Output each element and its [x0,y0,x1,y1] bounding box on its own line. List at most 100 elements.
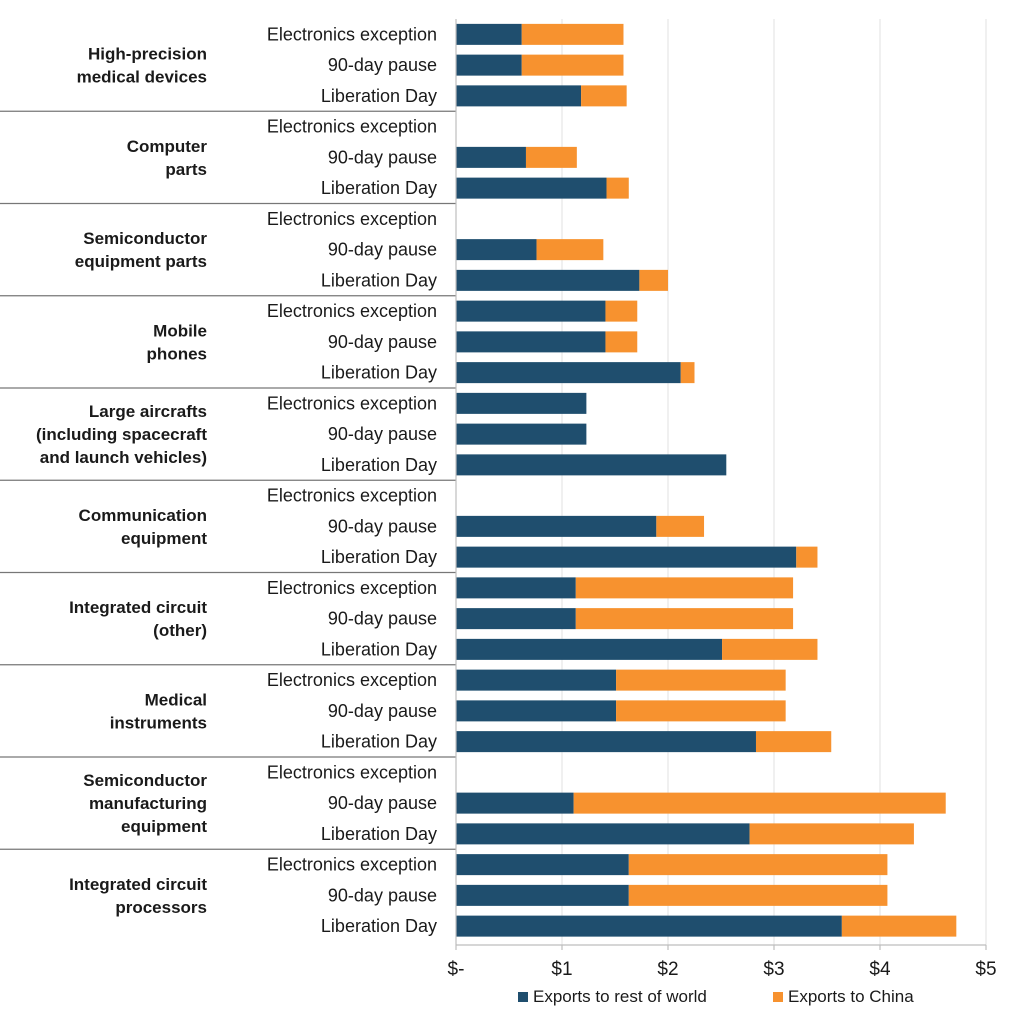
bar-china [521,54,624,76]
bar-rest-of-world [456,177,607,199]
bar-china [616,700,786,722]
row-label: Liberation Day [321,455,437,475]
bar-rest-of-world [456,515,657,537]
row-label: Liberation Day [321,363,437,383]
bar-rest-of-world [456,146,526,168]
bar-rest-of-world [456,608,576,630]
x-tick-label: $- [448,959,465,980]
bar-china [628,854,888,876]
row-label: 90-day pause [328,516,437,536]
row-label: Electronics exception [267,578,437,598]
bar-china [521,23,624,45]
bar-china [616,669,786,691]
row-label: Liberation Day [321,916,437,936]
row-label: Electronics exception [267,24,437,44]
row-label: Electronics exception [267,301,437,321]
category-label: (other) [153,621,207,640]
bar-rest-of-world [456,792,574,814]
row-label: 90-day pause [328,609,437,629]
category-label: equipment parts [75,252,207,271]
bar-rest-of-world [456,23,522,45]
category-label: Large aircrafts [89,402,207,421]
category-label: Semiconductor [83,771,207,790]
bar-rest-of-world [456,54,522,76]
category-label: medical devices [77,68,207,87]
row-label: 90-day pause [328,424,437,444]
bar-china [573,792,946,814]
bar-rest-of-world [456,884,629,906]
bar-rest-of-world [456,392,587,414]
legend-swatch-china [773,992,783,1002]
row-label: Electronics exception [267,670,437,690]
bar-rest-of-world [456,854,629,876]
x-tick-label: $5 [975,959,996,980]
bar-china [722,638,818,660]
bar-china [606,177,629,199]
legend-label: Exports to rest of world [533,987,707,1006]
row-label: Electronics exception [267,393,437,413]
bar-rest-of-world [456,269,640,291]
row-label: 90-day pause [328,793,437,813]
x-axis: $- $1 $2 $3 $4 $5 [448,19,997,980]
bar-china [841,915,957,937]
group-separators [0,110,456,850]
bar-rest-of-world [456,700,617,722]
x-tick-label: $4 [869,959,891,980]
bar-rest-of-world [456,823,750,845]
bar-china [749,823,914,845]
bar-rest-of-world [456,454,727,476]
row-label: 90-day pause [328,332,437,352]
bar-rest-of-world [456,638,723,660]
bar-china [536,239,604,261]
bar-rest-of-world [456,669,617,691]
bar-china [680,362,695,384]
row-label: 90-day pause [328,55,437,75]
row-label: Liberation Day [321,86,437,106]
row-label: Liberation Day [321,547,437,567]
category-label: instruments [110,713,207,732]
row-label: Liberation Day [321,639,437,659]
category-label: Medical [145,690,207,709]
row-label: 90-day pause [328,885,437,905]
bar-rest-of-world [456,546,797,568]
bar-china [639,269,668,291]
category-label: Communication [79,506,207,525]
category-label: Semiconductor [83,229,207,248]
category-label: High-precision [88,45,207,64]
row-label: Electronics exception [267,209,437,229]
category-label: equipment [121,529,207,548]
row-label: Electronics exception [267,117,437,137]
category-label: Mobile [153,321,207,340]
bar-china [575,577,794,599]
row-label: Electronics exception [267,762,437,782]
x-tick-label: $1 [551,959,572,980]
bar-china [525,146,577,168]
bar-rest-of-world [456,731,756,753]
row-label: Liberation Day [321,270,437,290]
bar-rest-of-world [456,85,582,107]
legend-label: Exports to China [788,987,914,1006]
bar-rest-of-world [456,577,576,599]
bar-china [605,331,638,353]
bar-china [656,515,705,537]
bar-china [575,608,794,630]
category-label: (including spacecraft [36,425,207,444]
row-label: Liberation Day [321,824,437,844]
legend-swatch-rest-of-world [518,992,528,1002]
bar-rest-of-world [456,362,681,384]
row-label: 90-day pause [328,147,437,167]
bar-china [755,731,832,753]
category-label: and launch vehicles) [40,448,207,467]
labels: High-precision medical devices Electronics… [36,24,437,936]
row-label: Liberation Day [321,178,437,198]
row-label: 90-day pause [328,240,437,260]
bar-rest-of-world [456,423,587,445]
x-tick-label: $3 [763,959,784,980]
bar-rest-of-world [456,915,842,937]
gridlines [561,19,987,945]
category-label: phones [147,344,207,363]
x-tick-label: $2 [657,959,678,980]
row-label: Electronics exception [267,486,437,506]
bar-china [581,85,627,107]
